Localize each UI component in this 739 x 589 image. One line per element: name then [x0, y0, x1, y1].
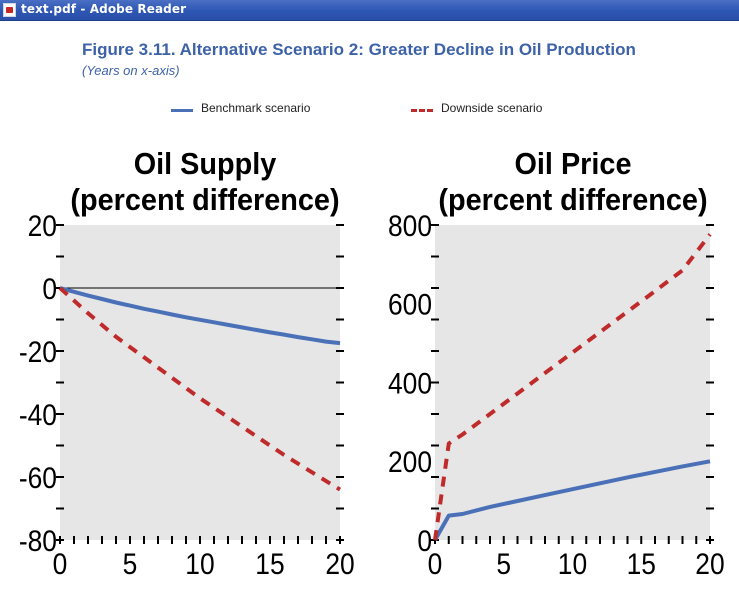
- oil-price-xtick-label: 10: [558, 546, 587, 580]
- oil-price-title-line1: Oil Price: [514, 146, 632, 181]
- oil-price-ytick-label: 600: [388, 287, 432, 321]
- oil-supply-xtick-label: 0: [53, 546, 68, 580]
- oil-price-ytick-label: 800: [388, 208, 432, 242]
- adobe-reader-pdf-icon: [3, 3, 16, 17]
- oil-price-ytick-label: 400: [388, 366, 432, 400]
- oil-price-chart-title: Oil Price (percent difference): [420, 146, 727, 218]
- oil-price-xtick-label: 15: [627, 546, 656, 580]
- oil-price-xtick-label: 5: [496, 546, 511, 580]
- oil-supply-xtick-label: 10: [185, 546, 214, 580]
- oil-supply-xtick-label: 5: [123, 546, 138, 580]
- oil-supply-ytick-label: -40: [19, 397, 57, 431]
- oil-price-ytick-label: 200: [388, 445, 432, 479]
- oil-supply-chart: 200-20-40-60-800 5 10 15 20: [19, 208, 355, 580]
- oil-price-title-line2: (percent difference): [438, 182, 708, 217]
- window-titlebar[interactable]: text.pdf - Adobe Reader: [0, 0, 739, 21]
- figure-subtitle: (Years on x-axis): [82, 63, 180, 78]
- oil-supply-ytick-label: -60: [19, 460, 57, 494]
- oil-price-ytick-label: 0: [417, 523, 432, 557]
- oil-supply-title-line2: (percent difference): [70, 182, 340, 217]
- oil-supply-ytick-label: -20: [19, 334, 57, 368]
- oil-price-downside-series-line: [433, 233, 712, 541]
- legend-benchmark-swatch: [171, 109, 193, 112]
- oil-price-chart: 800 600 400 200 00 5 10 15 20: [388, 208, 725, 580]
- oil-price-xtick-label: 20: [695, 546, 724, 580]
- oil-supply-xtick-label: 15: [255, 546, 284, 580]
- oil-supply-plot-area: [60, 225, 340, 540]
- figure-title: Figure 3.11. Alternative Scenario 2: Gre…: [82, 40, 636, 59]
- oil-supply-ytick-label: -80: [19, 523, 57, 557]
- oil-supply-chart-title: Oil Supply (percent difference): [52, 146, 359, 218]
- legend-downside-label: Downside scenario: [441, 101, 543, 115]
- oil-price-xtick-label: 0: [428, 546, 443, 580]
- oil-supply-xtick-label: 20: [325, 546, 354, 580]
- legend-benchmark-label: Benchmark scenario: [201, 101, 311, 115]
- legend-downside-swatch: [411, 109, 433, 112]
- oil-price-plot-area: [435, 225, 710, 540]
- oil-price-benchmark-series-line: [433, 459, 711, 541]
- oil-supply-downside-series-line: [58, 286, 342, 492]
- oil-supply-ytick-label: 0: [42, 271, 57, 305]
- window-title: text.pdf - Adobe Reader: [21, 2, 187, 16]
- oil-supply-benchmark-series-line: [59, 286, 341, 346]
- oil-supply-title-line1: Oil Supply: [133, 146, 277, 181]
- oil-supply-ytick-label: 20: [28, 208, 57, 242]
